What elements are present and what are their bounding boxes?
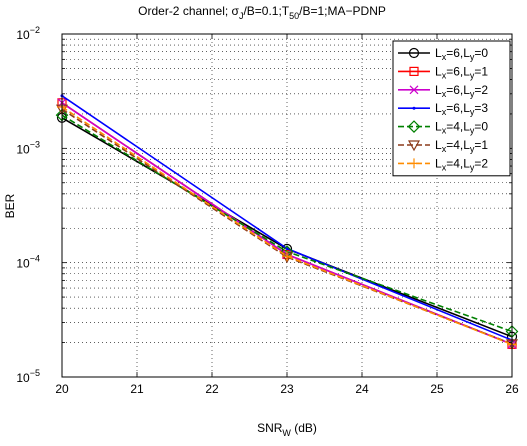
y-tick-exponent: −3 — [30, 139, 40, 149]
y-tick-base: 10 — [16, 142, 30, 156]
title-part: /B=1;MA−PDNP — [299, 4, 386, 18]
legend-text: =3 — [474, 101, 488, 115]
y-tick-label: 10−2 — [16, 25, 40, 42]
legend-item: Lx=6,Ly=3 — [398, 101, 488, 117]
y-tick-base: 10 — [16, 28, 30, 42]
legend-label: Lx=6,Ly=0 — [435, 46, 488, 62]
legend-subscript: x — [442, 70, 447, 80]
x-tick-label: 20 — [55, 382, 69, 396]
legend-marker — [412, 106, 416, 110]
legend-text: =1 — [474, 138, 488, 152]
legend-text: =4,L — [446, 120, 470, 134]
grid — [62, 34, 512, 377]
legend-subscript: x — [442, 52, 447, 62]
legend-subscript: y — [470, 107, 475, 117]
legend-items: Lx=6,Ly=0Lx=6,Ly=1Lx=6,Ly=2Lx=6,Ly=3Lx=4… — [398, 46, 488, 172]
title-subscript: 50 — [289, 11, 299, 21]
legend-text: L — [435, 138, 442, 152]
legend-item: Lx=6,Ly=0 — [398, 46, 488, 62]
legend-text: =6,L — [446, 46, 470, 60]
legend-text: =1 — [474, 64, 488, 78]
legend-item: Lx=6,Ly=1 — [398, 64, 488, 80]
legend-subscript: y — [470, 89, 475, 99]
x-axis-label: SNRW (dB) — [257, 421, 317, 438]
y-tick-labels: 10−210−310−410−5 — [16, 25, 40, 385]
legend-subscript: x — [442, 89, 447, 99]
legend-text: =4,L — [446, 138, 470, 152]
y-tick-exponent: −4 — [30, 254, 40, 264]
legend-label: Lx=6,Ly=1 — [435, 64, 488, 80]
legend-text: L — [435, 46, 442, 60]
legend-label: Lx=6,Ly=3 — [435, 101, 488, 117]
y-tick-label: 10−3 — [16, 139, 40, 156]
legend-text: =2 — [474, 156, 488, 170]
legend-subscript: x — [442, 144, 447, 154]
x-axis-label-main: SNR — [257, 421, 283, 435]
legend-subscript: y — [470, 70, 475, 80]
x-axis-label-unit: (dB) — [291, 421, 317, 435]
legend-subscript: x — [442, 126, 447, 136]
y-tick-label: 10−4 — [16, 254, 40, 271]
x-tick-label: 22 — [205, 382, 219, 396]
legend-subscript: y — [470, 52, 475, 62]
y-tick-label: 10−5 — [16, 368, 40, 385]
x-tick-labels: 20 21 22 23 24 25 26 — [55, 382, 519, 396]
legend-text: =6,L — [446, 64, 470, 78]
data-point — [282, 251, 292, 262]
legend-text: L — [435, 83, 442, 97]
chart-title: Order-2 channel; σJ/B=0.1;T50/B=1;MA−PDN… — [138, 4, 386, 21]
x-axis-label-sub: W — [282, 428, 291, 438]
x-tick-label: 23 — [280, 382, 294, 396]
legend-item: Lx=4,Ly=1 — [398, 138, 488, 154]
legend-subscript: y — [470, 126, 475, 136]
title-subscript: J — [239, 11, 244, 21]
legend-marker — [407, 140, 421, 152]
legend-label: Lx=4,Ly=1 — [435, 138, 488, 154]
legend-marker — [407, 120, 421, 133]
legend-marker — [409, 66, 419, 77]
legend-text: =6,L — [446, 83, 470, 97]
legend-text: L — [435, 156, 442, 170]
legend-text: =0 — [474, 120, 488, 134]
legend-subscript: y — [470, 144, 475, 154]
x-tick-label: 21 — [130, 382, 144, 396]
legend-marker — [409, 158, 419, 169]
legend-text: L — [435, 120, 442, 134]
legend-text: L — [435, 64, 442, 78]
legend-text: =4,L — [446, 156, 470, 170]
legend: Lx=6,Ly=0Lx=6,Ly=1Lx=6,Ly=2Lx=6,Ly=3Lx=4… — [392, 40, 511, 177]
legend-label: Lx=4,Ly=2 — [435, 156, 488, 172]
y-tick-base: 10 — [16, 257, 30, 271]
legend-text: =6,L — [446, 101, 470, 115]
legend-marker — [408, 47, 420, 59]
legend-subscript: x — [442, 162, 447, 172]
series-layer — [55, 94, 519, 351]
legend-text: =0 — [474, 46, 488, 60]
y-axis-label: BER — [3, 193, 17, 218]
y-tick-base: 10 — [16, 371, 30, 385]
y-tick-exponent: −5 — [30, 368, 40, 378]
x-tick-label: 26 — [505, 382, 519, 396]
title-part: Order-2 channel; σ — [138, 4, 239, 18]
legend-item: Lx=6,Ly=2 — [398, 83, 488, 99]
data-point — [285, 247, 289, 251]
title-part: /B=0.1;T — [243, 4, 289, 18]
legend-text: L — [435, 101, 442, 115]
legend-subscript: y — [470, 162, 475, 172]
legend-item: Lx=4,Ly=2 — [398, 156, 488, 172]
legend-marker — [409, 85, 419, 95]
legend-text: =2 — [474, 83, 488, 97]
y-tick-exponent: −2 — [30, 25, 40, 35]
legend-label: Lx=6,Ly=2 — [435, 83, 488, 99]
legend-subscript: x — [442, 107, 447, 117]
x-tick-label: 25 — [430, 382, 444, 396]
legend-label: Lx=4,Ly=0 — [435, 120, 488, 136]
x-tick-label: 24 — [355, 382, 369, 396]
legend-item: Lx=4,Ly=0 — [398, 120, 488, 136]
